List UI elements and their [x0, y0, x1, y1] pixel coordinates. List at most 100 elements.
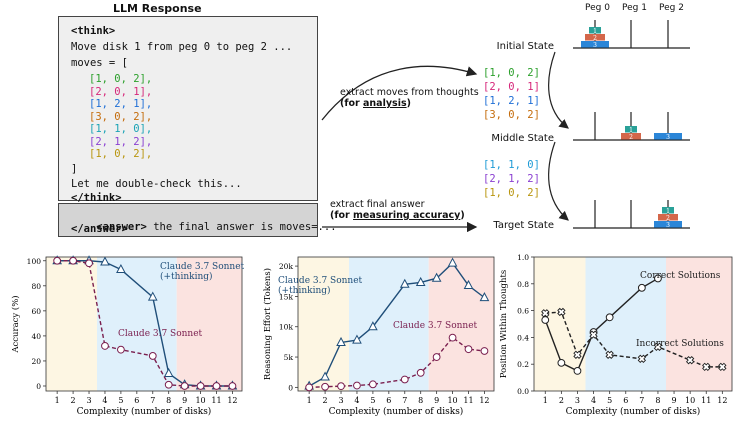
- x-tick-label: 1: [307, 396, 312, 405]
- data-point: [557, 358, 566, 367]
- data-point: [400, 375, 409, 384]
- series-label: Correct Solutions: [640, 271, 721, 281]
- move-entry: [1, 0, 2]: [483, 67, 540, 79]
- data-point: [541, 316, 550, 324]
- move-entry: [2, 0, 1]: [483, 81, 540, 93]
- y-axis-label: Accuracy (%): [10, 295, 21, 353]
- series-label: Claude 3.7 Sonnet: [278, 276, 363, 286]
- disk-label: 3: [593, 42, 597, 49]
- llm-thoughts-box: <think> Move disk 1 from peg 0 to peg 2 …: [58, 16, 318, 204]
- data-point: [101, 342, 109, 350]
- x-tick-label: 8: [655, 396, 660, 405]
- y-axis-label: Reasoning Effort (Tokens): [262, 268, 273, 380]
- data-point: [718, 362, 727, 372]
- series-label: (+thinking): [160, 271, 213, 282]
- moves-close-bracket: ]: [71, 163, 78, 175]
- data-point: [368, 321, 378, 331]
- x-tick-label: 5: [370, 396, 375, 405]
- data-point: [163, 367, 174, 377]
- double-check-line: Let me double-check this...: [71, 178, 242, 190]
- series-label: Claude 3.7 Sonnet: [393, 321, 478, 331]
- series-label: Incorrect Solutions: [636, 339, 724, 349]
- series-label: Claude 3.7 Sonnet: [118, 329, 203, 339]
- data-point: [464, 345, 473, 354]
- data-point: [557, 307, 566, 317]
- think-open-tag: <think>: [71, 25, 116, 37]
- transition-arrow-1: [548, 51, 569, 129]
- complexity-region-1: [585, 257, 666, 391]
- disk-label: 2: [666, 215, 670, 222]
- disk-label: 1: [629, 127, 633, 134]
- x-tick-label: 4: [591, 396, 596, 405]
- answer-open-tag: <answer>: [96, 221, 147, 233]
- x-tick-label: 8: [166, 396, 171, 405]
- x-tick-label: 2: [323, 396, 328, 405]
- x-tick-label: 10: [685, 396, 695, 405]
- y-tick-label: 0: [288, 383, 293, 392]
- data-point: [148, 352, 157, 360]
- y-tick-label: 20: [31, 357, 41, 366]
- code-move-2: [1, 2, 1],: [89, 98, 153, 110]
- data-point: [212, 382, 221, 390]
- series-line-1: [309, 336, 485, 389]
- disk-label: 3: [666, 134, 670, 141]
- disk-2: [585, 34, 605, 41]
- x-tick-label: 11: [463, 396, 473, 405]
- complexity-region-0: [46, 257, 97, 391]
- data-point: [416, 368, 425, 377]
- thought-line: Move disk 1 from peg 0 to peg 2 ...: [71, 41, 293, 53]
- peg-2-label: Peg 2: [659, 3, 684, 13]
- y-tick-label: 0.4: [517, 333, 529, 342]
- x-tick-label: 3: [86, 396, 91, 405]
- data-point: [305, 383, 314, 392]
- x-tick-label: 12: [479, 396, 489, 405]
- y-tick-label: 10k: [279, 323, 294, 332]
- disk-label: 2: [593, 35, 597, 42]
- moves-declaration: moves = [: [71, 57, 128, 69]
- disk-3: [654, 133, 682, 140]
- disk-1: [625, 126, 637, 133]
- y-tick-label: 20k: [279, 262, 294, 271]
- data-point: [336, 336, 346, 346]
- plot-frame: [297, 256, 495, 392]
- peg-0-label: Peg 0: [585, 3, 610, 13]
- transition-arrow-2: [548, 141, 569, 221]
- data-point: [589, 330, 598, 339]
- y-tick-label: 1.0: [517, 253, 529, 262]
- y-tick-label: 60: [31, 307, 41, 316]
- llm-response-title: LLM Response: [113, 2, 202, 15]
- x-tick-label: 10: [195, 396, 205, 405]
- target-state-label: Target State: [493, 220, 554, 231]
- x-tick-label: 1: [543, 396, 548, 405]
- plot-frame: [533, 256, 733, 392]
- answer-close-tag: </answer>: [71, 223, 128, 235]
- data-point: [541, 309, 550, 318]
- disk-label: 1: [593, 28, 597, 35]
- y-tick-label: 40: [31, 332, 41, 341]
- complexity-region-0: [298, 257, 349, 391]
- series-line-1: [545, 311, 723, 368]
- moves-list-a: [1, 0, 2] [2, 0, 1] [1, 2, 1] [3, 0, 2]: [483, 66, 540, 122]
- x-tick-label: 11: [701, 396, 711, 405]
- x-axis-label: Complexity (number of disks): [77, 406, 212, 417]
- x-tick-label: 6: [623, 396, 628, 405]
- x-tick-label: 2: [559, 396, 564, 405]
- code-move-4: [1, 1, 0],: [89, 123, 153, 135]
- x-tick-label: 9: [182, 396, 187, 405]
- data-point: [605, 350, 614, 359]
- y-tick-label: 0: [36, 382, 41, 391]
- llm-answer-box: <answer> the final answer is moves=... <…: [58, 203, 337, 237]
- x-tick-label: 5: [607, 396, 612, 405]
- disk-label: 1: [666, 208, 670, 215]
- code-move-3: [3, 0, 2],: [89, 110, 153, 123]
- disk-label: 2: [629, 134, 633, 141]
- initial-state-label: Initial State: [496, 41, 554, 52]
- plot-frame: [45, 256, 243, 392]
- series-label: Claude 3.7 Sonnet: [160, 262, 245, 272]
- x-tick-label: 9: [434, 396, 439, 405]
- data-point: [353, 381, 361, 390]
- x-tick-label: 6: [386, 396, 391, 405]
